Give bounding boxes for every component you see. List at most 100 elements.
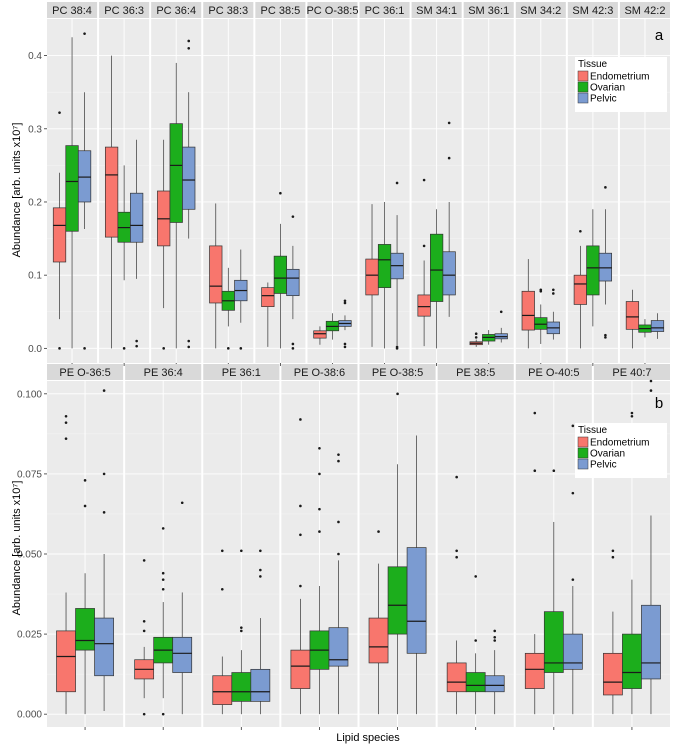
outlier-point	[604, 186, 607, 189]
outlier-point	[83, 32, 86, 35]
outlier-point	[422, 178, 426, 182]
box-endometrium	[52, 111, 67, 350]
facet-pe-36-4: PE 36:4	[125, 364, 202, 730]
legend-swatch	[577, 436, 589, 448]
facet-strip	[593, 364, 670, 380]
outlier-point	[474, 639, 477, 642]
outlier-point	[474, 332, 478, 336]
box-body	[446, 662, 467, 693]
y-axis-title-a: Abundance [arb. units x10⁷]	[11, 123, 23, 258]
y-tick-label: 0.000	[17, 710, 42, 721]
box-endometrium	[134, 559, 155, 716]
box-ovarian	[231, 549, 252, 715]
box-body	[261, 287, 275, 307]
box-endometrium	[603, 549, 623, 715]
box-pelvic	[442, 121, 456, 317]
box-endometrium	[104, 55, 119, 349]
facet-pc-o-38-5: PC O-38:5	[306, 2, 358, 366]
outlier-point	[220, 587, 224, 591]
outlier-point	[161, 712, 165, 716]
box-pelvic	[328, 453, 349, 715]
y-tick-label: 0.100	[17, 389, 42, 400]
facet-title: PE 38:5	[456, 367, 495, 379]
facet-pe-o-36-5: PE O-36:5	[47, 364, 124, 730]
outlier-point	[499, 310, 503, 314]
facet-pc-38-4: PC 38:4	[47, 2, 98, 366]
box-pelvic	[484, 629, 505, 715]
box-body	[622, 633, 642, 689]
box-body	[313, 330, 327, 339]
facet-pc-36-4: PC 36:4	[151, 2, 202, 366]
facet-strip	[515, 2, 566, 18]
outlier-point	[604, 336, 607, 339]
legend-swatch	[577, 70, 589, 82]
facet-title: PE O-40:5	[528, 367, 579, 379]
facet-sm-42-2: SM 42:2	[619, 2, 670, 366]
y-tick-label: 0.3	[28, 124, 42, 135]
outlier-point	[291, 342, 295, 346]
box-body	[212, 675, 233, 705]
box-pelvic	[562, 424, 583, 715]
box-body	[430, 233, 444, 302]
facet-title: PC 36:3	[104, 5, 144, 17]
outlier-point	[604, 333, 607, 337]
facet-strip	[47, 2, 98, 18]
box-pelvic	[390, 181, 404, 350]
outlier-point	[343, 342, 347, 346]
facet-strip	[255, 2, 306, 18]
box-body	[169, 123, 183, 223]
box-body	[250, 668, 271, 702]
facet-pe-o-38-5: PE O-38:5	[359, 364, 436, 730]
legend-label: Endometrium	[590, 72, 649, 83]
facet-pc-36-1: PC 36:1	[359, 2, 410, 366]
box-endometrium	[521, 259, 535, 349]
outlier-point	[611, 555, 615, 559]
box-pelvic	[130, 139, 144, 348]
outlier-point	[220, 549, 224, 553]
outlier-point	[318, 472, 321, 476]
outlier-point	[395, 347, 399, 350]
outlier-point	[64, 437, 68, 440]
facet-sm-36-1: SM 36:1	[463, 2, 514, 366]
box-body	[484, 675, 505, 693]
facet-title: PE 36:4	[144, 367, 183, 379]
facet-pe-o-40-5: PE O-40:5	[515, 364, 592, 730]
outlier-point	[83, 347, 86, 350]
outlier-point	[299, 584, 302, 588]
outlier-point	[64, 421, 68, 424]
facet-strip	[203, 364, 280, 380]
outlier-point	[343, 299, 347, 303]
outlier-point	[299, 533, 302, 537]
legend-swatch	[577, 447, 589, 459]
outlier-point	[422, 244, 426, 248]
box-body	[442, 251, 456, 296]
outlier-point	[343, 345, 347, 349]
outlier-point	[337, 552, 340, 556]
box-body	[387, 566, 408, 635]
outlier-point	[318, 507, 321, 511]
outlier-point	[533, 411, 537, 415]
facet-title: SM 34:1	[416, 5, 457, 17]
box-endometrium	[625, 289, 640, 349]
box-body	[534, 317, 548, 330]
facet-strip	[463, 2, 514, 18]
panel-b: 0.000 0.025 0.050 0.075 0.100 PE O-36:5 PE 36:…	[17, 364, 670, 730]
box-body	[172, 636, 193, 673]
facet-strip	[437, 364, 514, 380]
outlier-point	[630, 414, 634, 418]
box-endometrium	[365, 204, 379, 347]
outlier-point	[493, 639, 497, 642]
box-ovarian	[622, 411, 642, 715]
facet-title: SM 42:3	[572, 5, 613, 17]
outlier-point	[318, 446, 321, 450]
outlier-point	[239, 347, 243, 350]
box-body	[524, 652, 545, 689]
y-tick-label: 0.025	[17, 630, 42, 641]
outlier-point	[455, 475, 458, 479]
box-endometrium	[469, 332, 483, 347]
panel-a: 0.0 0.1 0.2 0.3 0.4 PC 38:4 PC 36:3 PC 36:4 PC 3…	[28, 2, 670, 366]
y-tick-label: 0.050	[17, 550, 42, 561]
outlier-point	[552, 292, 555, 295]
